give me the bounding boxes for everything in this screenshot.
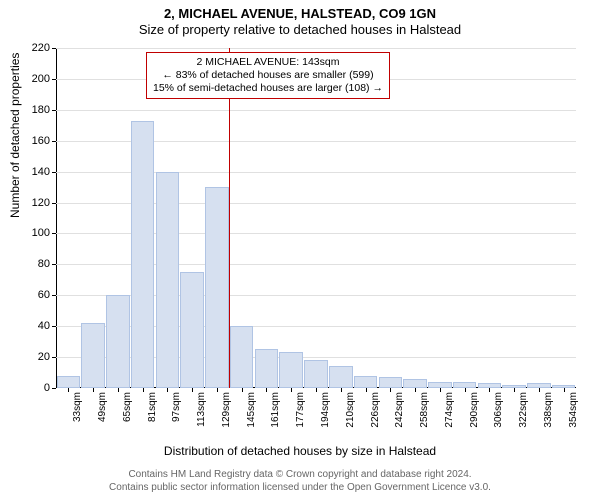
x-tick-mark xyxy=(489,388,490,392)
bar xyxy=(106,295,130,388)
x-tick-label: 354sqm xyxy=(568,392,579,428)
y-tick-mark xyxy=(52,79,56,80)
x-tick-label: 322sqm xyxy=(518,392,529,428)
y-tick-label: 40 xyxy=(38,320,50,332)
x-tick-mark xyxy=(143,388,144,392)
x-tick-mark xyxy=(291,388,292,392)
title-sub: Size of property relative to detached ho… xyxy=(0,22,600,37)
y-tick-mark xyxy=(52,233,56,234)
info-line1: 2 MICHAEL AVENUE: 143sqm xyxy=(153,56,383,69)
x-tick-mark xyxy=(440,388,441,392)
x-tick-label: 194sqm xyxy=(320,392,331,428)
x-tick-label: 274sqm xyxy=(444,392,455,428)
y-tick-mark xyxy=(52,357,56,358)
x-tick-mark xyxy=(192,388,193,392)
y-tick-label: 220 xyxy=(32,42,50,54)
x-tick-label: 113sqm xyxy=(196,392,207,427)
bar xyxy=(131,121,155,388)
y-tick-mark xyxy=(52,172,56,173)
x-tick-label: 129sqm xyxy=(221,392,232,428)
x-tick-mark xyxy=(167,388,168,392)
x-tick-label: 33sqm xyxy=(72,392,83,422)
credits-line2: Contains public sector information licen… xyxy=(0,481,600,494)
y-tick-label: 200 xyxy=(32,73,50,85)
y-tick-label: 80 xyxy=(38,258,50,270)
credits: Contains HM Land Registry data © Crown c… xyxy=(0,468,600,494)
x-tick-mark xyxy=(465,388,466,392)
y-tick-mark xyxy=(52,326,56,327)
chart-area: 02040608010012014016018020022033sqm49sqm… xyxy=(56,48,576,388)
x-tick-label: 258sqm xyxy=(419,392,430,428)
y-tick-mark xyxy=(52,110,56,111)
x-tick-label: 145sqm xyxy=(246,392,257,428)
plot: 02040608010012014016018020022033sqm49sqm… xyxy=(56,48,576,388)
x-tick-mark xyxy=(415,388,416,392)
gridline xyxy=(56,48,576,49)
y-tick-label: 20 xyxy=(38,351,50,363)
x-tick-mark xyxy=(390,388,391,392)
bar xyxy=(180,272,204,388)
x-tick-mark xyxy=(514,388,515,392)
bar xyxy=(329,366,353,388)
bar xyxy=(57,376,81,388)
info-line3: 15% of semi-detached houses are larger (… xyxy=(153,82,383,95)
y-tick-label: 0 xyxy=(44,382,50,394)
x-tick-mark xyxy=(564,388,565,392)
y-tick-mark xyxy=(52,141,56,142)
bar xyxy=(205,187,229,388)
x-tick-mark xyxy=(68,388,69,392)
bar xyxy=(354,376,378,388)
y-tick-mark xyxy=(52,388,56,389)
bar xyxy=(255,349,279,388)
bar xyxy=(279,352,303,388)
credits-line1: Contains HM Land Registry data © Crown c… xyxy=(0,468,600,481)
x-tick-mark xyxy=(217,388,218,392)
x-tick-label: 226sqm xyxy=(370,392,381,428)
y-tick-mark xyxy=(52,48,56,49)
x-tick-label: 242sqm xyxy=(394,392,405,428)
x-tick-mark xyxy=(341,388,342,392)
x-tick-mark xyxy=(242,388,243,392)
y-tick-label: 100 xyxy=(32,227,50,239)
y-tick-mark xyxy=(52,295,56,296)
x-tick-label: 65sqm xyxy=(122,392,133,422)
y-tick-label: 140 xyxy=(32,166,50,178)
bar xyxy=(403,379,427,388)
x-tick-mark xyxy=(118,388,119,392)
x-tick-label: 210sqm xyxy=(345,392,356,428)
x-tick-mark xyxy=(539,388,540,392)
y-tick-label: 60 xyxy=(38,289,50,301)
title-main: 2, MICHAEL AVENUE, HALSTEAD, CO9 1GN xyxy=(0,6,600,21)
x-tick-label: 290sqm xyxy=(469,392,480,428)
y-tick-mark xyxy=(52,264,56,265)
x-tick-label: 338sqm xyxy=(543,392,554,428)
bar xyxy=(379,377,403,388)
bar xyxy=(156,172,180,388)
x-tick-label: 177sqm xyxy=(295,392,306,428)
y-axis-label: Number of detached properties xyxy=(8,53,22,218)
x-tick-mark xyxy=(93,388,94,392)
y-tick-label: 180 xyxy=(32,104,50,116)
x-tick-mark xyxy=(316,388,317,392)
x-tick-label: 306sqm xyxy=(493,392,504,428)
x-tick-label: 81sqm xyxy=(147,392,158,422)
gridline xyxy=(56,110,576,111)
info-line2: ← 83% of detached houses are smaller (59… xyxy=(153,69,383,82)
bar xyxy=(230,326,254,388)
x-tick-label: 97sqm xyxy=(171,392,182,422)
y-axis-line xyxy=(56,48,57,388)
x-tick-mark xyxy=(266,388,267,392)
y-tick-label: 120 xyxy=(32,197,50,209)
bar xyxy=(81,323,105,388)
y-tick-label: 160 xyxy=(32,135,50,147)
x-tick-label: 161sqm xyxy=(270,392,281,428)
x-tick-label: 49sqm xyxy=(97,392,108,422)
x-tick-mark xyxy=(366,388,367,392)
y-tick-mark xyxy=(52,203,56,204)
info-box: 2 MICHAEL AVENUE: 143sqm← 83% of detache… xyxy=(146,52,390,99)
x-axis-label: Distribution of detached houses by size … xyxy=(0,444,600,458)
bar xyxy=(304,360,328,388)
